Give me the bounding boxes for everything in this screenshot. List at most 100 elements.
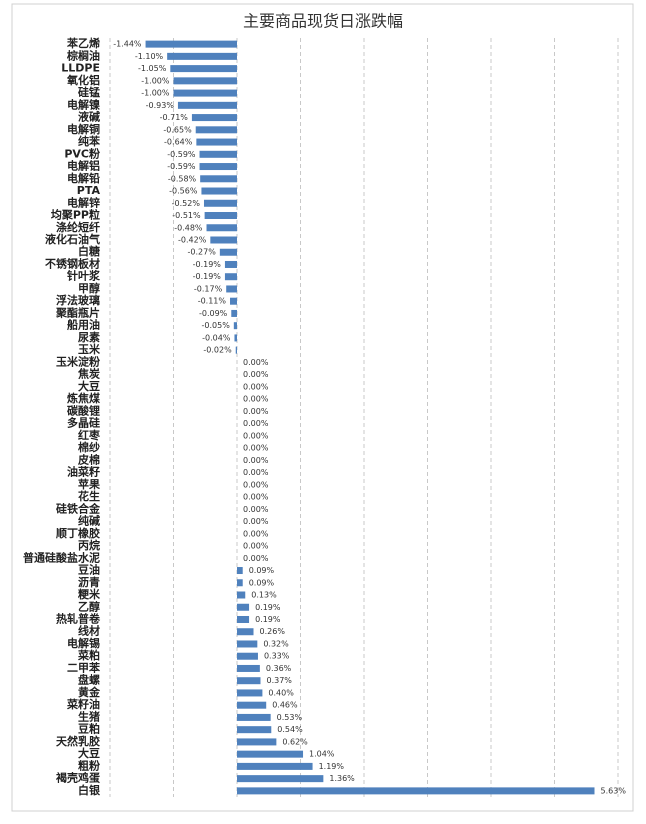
bar [237, 750, 304, 758]
category-label: 针叶浆 [67, 269, 101, 283]
chart-title: 主要商品现货日涨跌幅 [243, 12, 403, 31]
bar [237, 775, 324, 783]
category-label: 油菜籽 [67, 465, 100, 479]
category-label: 电解铅 [67, 171, 100, 185]
category-label: 氧化铝 [66, 73, 100, 87]
category-label: 液化石油气 [45, 232, 100, 246]
category-label: 焦炭 [77, 367, 100, 381]
value-label: -0.52% [172, 199, 201, 208]
bar [201, 187, 237, 195]
category-label: 普通硅酸盐水泥 [23, 550, 100, 564]
category-label: 电解锌 [67, 195, 100, 209]
value-label: -0.48% [174, 223, 203, 232]
bar [224, 260, 237, 268]
category-label: 电解铜 [67, 122, 100, 136]
value-label: 0.40% [268, 688, 294, 697]
bar [237, 591, 246, 599]
bar [230, 297, 237, 305]
bar [237, 652, 258, 660]
bar [199, 163, 237, 171]
bar [237, 787, 595, 795]
category-label: 纯碱 [78, 514, 100, 528]
bar [167, 52, 237, 60]
bar [237, 628, 254, 636]
category-label: 苯乙烯 [66, 36, 100, 50]
value-label: 0.53% [277, 713, 303, 722]
value-label: 0.00% [243, 444, 269, 453]
category-label: 电解铝 [67, 159, 100, 173]
bar [224, 273, 237, 281]
value-label: -0.19% [193, 272, 222, 281]
bar [237, 713, 271, 721]
bar [145, 40, 237, 48]
value-label: 1.04% [309, 750, 335, 759]
bar [177, 101, 237, 109]
value-label: -0.19% [193, 260, 222, 269]
value-label: -0.56% [169, 187, 198, 196]
value-label: 0.26% [260, 627, 286, 636]
value-label: 0.00% [243, 419, 269, 428]
category-label: 多晶硅 [67, 416, 100, 430]
category-label: LLDPE [61, 62, 100, 75]
value-label: -0.59% [167, 150, 196, 159]
value-label: 0.00% [243, 456, 269, 465]
category-label: 尿素 [78, 330, 100, 344]
bar [200, 175, 237, 183]
value-label: 0.00% [243, 480, 269, 489]
value-label: 0.36% [266, 664, 292, 673]
bar [204, 212, 237, 220]
category-label: 碳酸锂 [67, 403, 100, 417]
category-label: 均聚PP粒 [51, 208, 100, 222]
value-label: -0.59% [167, 162, 196, 171]
value-label: -1.44% [113, 40, 142, 49]
value-label: 0.00% [243, 382, 269, 391]
value-label: 5.63% [601, 786, 627, 795]
value-label: 0.09% [249, 578, 275, 587]
value-label: -1.00% [141, 76, 170, 85]
value-label: -0.11% [198, 297, 227, 306]
category-label: 白银 [78, 783, 101, 797]
bar [219, 248, 237, 256]
bar [206, 224, 237, 232]
value-label: 0.00% [243, 517, 269, 526]
category-label: 沥青 [78, 575, 100, 589]
value-label: -0.64% [164, 138, 193, 147]
category-label: 花生 [78, 489, 100, 503]
bar [237, 615, 250, 623]
value-label: -1.00% [141, 89, 170, 98]
category-label: 棉纱 [78, 440, 100, 454]
category-label: 硅锰 [78, 85, 100, 99]
bar [237, 567, 243, 575]
bar [196, 138, 237, 146]
category-label: 天然乳胶 [56, 734, 100, 748]
category-label: 皮棉 [77, 452, 100, 466]
chart-frame [11, 3, 634, 812]
category-label: PVC粉 [64, 146, 100, 160]
value-label: 0.37% [266, 676, 292, 685]
value-label: -0.27% [188, 248, 217, 257]
value-label: 0.00% [243, 358, 269, 367]
value-label: -0.71% [160, 113, 189, 122]
bar [173, 89, 237, 97]
value-label: 1.19% [319, 762, 345, 771]
bar [210, 236, 237, 244]
value-label: -0.17% [194, 284, 223, 293]
category-label: 乙醇 [78, 599, 100, 613]
bar [233, 322, 237, 330]
bar [237, 603, 250, 611]
category-label: 浮法玻璃 [56, 293, 100, 307]
category-label: 生猪 [78, 709, 100, 723]
bar [226, 285, 237, 293]
value-label: 0.33% [264, 652, 290, 661]
category-label: 液碱 [78, 110, 100, 124]
value-label: 0.00% [243, 395, 269, 404]
bar [173, 77, 237, 85]
bar [237, 762, 313, 770]
value-label: 0.00% [243, 407, 269, 416]
category-label: 线材 [78, 624, 100, 638]
category-label: 红枣 [78, 428, 101, 442]
bar [237, 701, 267, 709]
category-label: 电解锡 [67, 636, 100, 650]
value-label: 0.00% [243, 529, 269, 538]
category-label: 电解镍 [67, 97, 100, 111]
